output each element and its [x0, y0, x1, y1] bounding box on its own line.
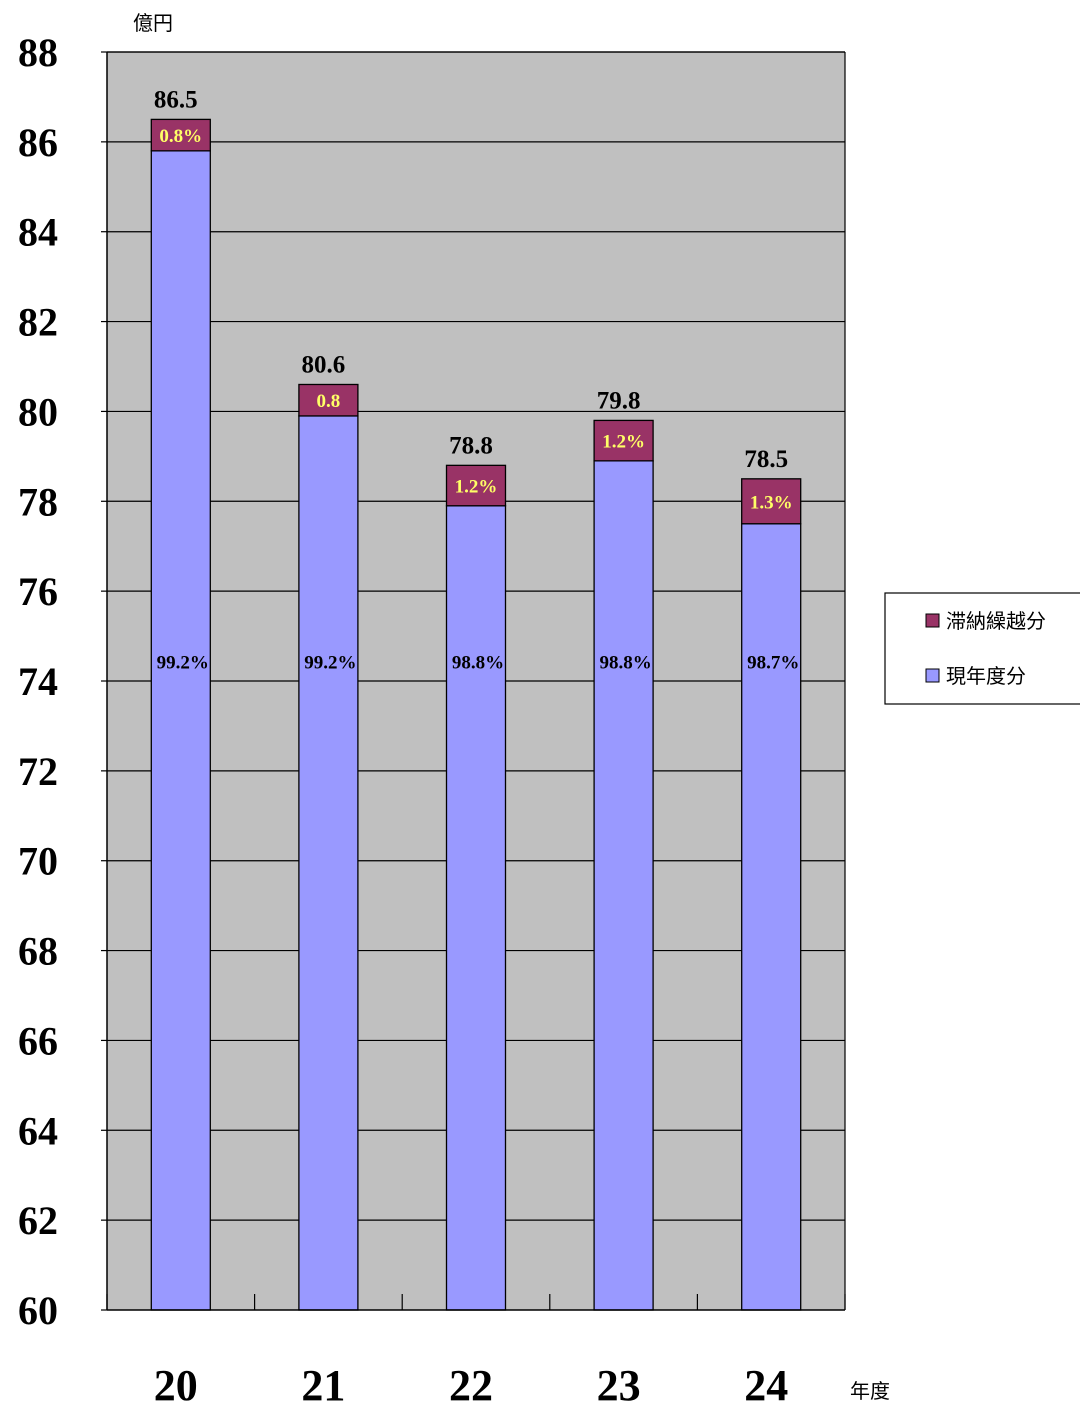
y-tick-label: 68 [18, 929, 58, 974]
y-tick-label: 78 [18, 479, 58, 524]
total-value-label: 80.6 [302, 351, 346, 378]
y-axis: 60 62 64 66 68 70 72 74 76 78 80 82 84 86 88 [18, 30, 846, 1333]
x-axis: 20 21 22 23 24 [106, 1294, 846, 1406]
y-tick-label: 76 [18, 569, 58, 614]
legend-label: 滞納繰越分 [946, 609, 1046, 633]
bar-arrears [593, 419, 654, 462]
x-axis-label: 年度 [850, 1379, 890, 1403]
bar-current-year [150, 150, 211, 1311]
total-value-label: 78.8 [449, 432, 493, 459]
total-value-label: 86.5 [154, 86, 198, 113]
arrears-pct-label: 1.3% [750, 492, 793, 513]
legend-box [884, 592, 1080, 705]
bar-arrears [445, 464, 507, 507]
current-year-pct-label: 99.2% [304, 653, 356, 674]
legend-swatch [925, 613, 940, 628]
total-value-label: 78.5 [744, 446, 788, 473]
current-year-pct-label: 98.7% [747, 653, 799, 674]
arrears-pct-label: 0.8 [317, 391, 341, 412]
bar-current-year [593, 460, 654, 1311]
y-tick-label: 88 [18, 30, 58, 75]
y-axis-unit-label: 億円 [133, 11, 173, 35]
y-tick-label: 74 [18, 659, 58, 704]
y-tick-label: 84 [18, 210, 58, 255]
legend-swatch [925, 668, 940, 683]
y-tick-label: 70 [18, 839, 58, 884]
arrears-pct-label: 1.2% [602, 432, 645, 453]
y-tick-label: 60 [18, 1288, 58, 1333]
bars: 0.8% 99.2% 86.5 0.8 99.2% 80.6 1.2% 98.8% 78.8 1.… [150, 86, 802, 1311]
y-tick-label: 72 [18, 749, 58, 794]
x-tick-label: 22 [449, 1361, 493, 1406]
current-year-pct-label: 98.8% [452, 653, 504, 674]
y-tick-label: 64 [18, 1108, 58, 1153]
bar-current-year [741, 523, 802, 1311]
current-year-pct-label: 98.8% [599, 653, 651, 674]
y-tick-label: 82 [18, 300, 58, 345]
bar-arrears [298, 383, 359, 417]
bar-current-year [445, 505, 507, 1311]
y-tick-label: 80 [18, 389, 58, 434]
total-value-label: 79.8 [597, 387, 641, 414]
arrears-pct-label: 1.2% [455, 477, 498, 498]
x-tick-label: 23 [597, 1361, 641, 1406]
y-tick-label: 86 [18, 120, 58, 165]
bar-arrears [150, 118, 211, 152]
legend-label: 現年度分 [946, 664, 1026, 688]
bar-arrears [741, 478, 802, 525]
x-tick-label: 24 [744, 1361, 788, 1406]
current-year-pct-label: 99.2% [157, 653, 209, 674]
y-tick-label: 62 [18, 1198, 58, 1243]
x-tick-label: 21 [301, 1361, 345, 1406]
bar-current-year [298, 415, 359, 1311]
y-tick-label: 66 [18, 1018, 58, 1063]
x-tick-label: 20 [154, 1361, 198, 1406]
arrears-pct-label: 0.8% [159, 126, 202, 147]
